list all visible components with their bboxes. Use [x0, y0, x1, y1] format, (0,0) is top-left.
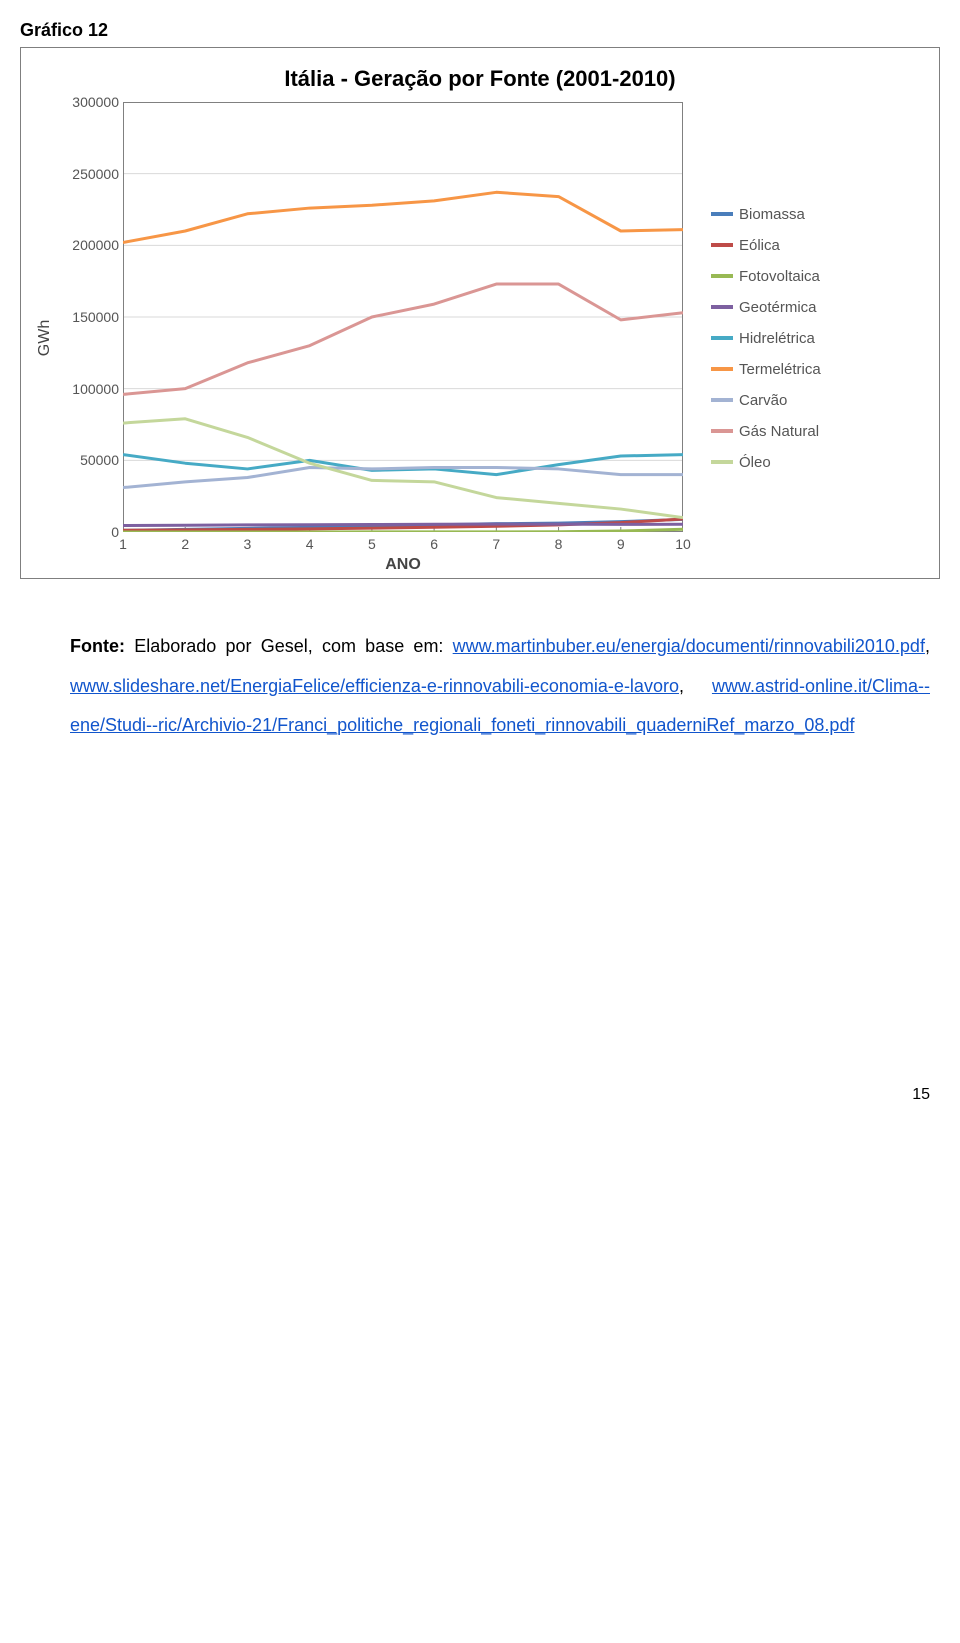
- y-ticks: 050000100000150000200000250000300000: [55, 102, 119, 532]
- legend-swatch: [711, 212, 733, 216]
- legend-swatch: [711, 336, 733, 340]
- y-tick-label: 250000: [72, 166, 119, 182]
- source-text: Elaborado por Gesel, com base em:: [134, 636, 443, 656]
- x-tick-label: 1: [119, 536, 127, 552]
- legend-swatch: [711, 398, 733, 402]
- chart-area: GWh 050000100000150000200000250000300000…: [27, 102, 933, 574]
- legend-label: Carvão: [739, 392, 787, 409]
- chart-title: Itália - Geração por Fonte (2001-2010): [27, 66, 933, 92]
- source-citation: Fonte: Elaborado por Gesel, com base em:…: [70, 627, 930, 746]
- legend-swatch: [711, 274, 733, 278]
- legend-swatch: [711, 429, 733, 433]
- legend-item: Gás Natural: [711, 423, 933, 440]
- plot-wrap: 050000100000150000200000250000300000: [123, 102, 683, 532]
- legend-item: Biomassa: [711, 206, 933, 223]
- source-lead: Fonte:: [70, 636, 125, 656]
- legend-item: Geotérmica: [711, 299, 933, 316]
- legend-swatch: [711, 305, 733, 309]
- legend-label: Biomassa: [739, 206, 805, 223]
- x-ticks: 12345678910: [123, 532, 683, 554]
- legend-item: Eólica: [711, 237, 933, 254]
- legend-item: Carvão: [711, 392, 933, 409]
- y-tick-label: 100000: [72, 381, 119, 397]
- legend-item: Óleo: [711, 454, 933, 471]
- x-tick-label: 8: [555, 536, 563, 552]
- legend-label: Geotérmica: [739, 299, 817, 316]
- y-tick-label: 50000: [80, 452, 119, 468]
- legend-label: Óleo: [739, 454, 771, 471]
- legend-label: Fotovoltaica: [739, 268, 820, 285]
- figure-heading: Gráfico 12: [20, 20, 940, 41]
- y-axis-label-wrap: GWh: [27, 102, 55, 574]
- legend-swatch: [711, 460, 733, 464]
- legend-item: Termelétrica: [711, 361, 933, 378]
- x-tick-label: 2: [181, 536, 189, 552]
- page-number: 15: [20, 1086, 930, 1104]
- x-tick-label: 5: [368, 536, 376, 552]
- y-axis-label: GWh: [36, 320, 54, 356]
- x-tick-label: 4: [306, 536, 314, 552]
- legend-item: Fotovoltaica: [711, 268, 933, 285]
- y-tick-label: 150000: [72, 309, 119, 325]
- legend-label: Eólica: [739, 237, 780, 254]
- legend-label: Gás Natural: [739, 423, 819, 440]
- line-chart-svg: [123, 102, 683, 532]
- plot-column: 050000100000150000200000250000300000 123…: [123, 102, 683, 574]
- x-tick-label: 10: [675, 536, 691, 552]
- chart-container: Itália - Geração por Fonte (2001-2010) G…: [20, 47, 940, 579]
- x-tick-label: 3: [244, 536, 252, 552]
- legend-swatch: [711, 243, 733, 247]
- x-axis-label: ANO: [123, 556, 683, 574]
- legend-item: Hidrelétrica: [711, 330, 933, 347]
- series-line: [123, 524, 683, 525]
- y-tick-label: 300000: [72, 94, 119, 110]
- source-link-2[interactable]: www.slideshare.net/EnergiaFelice/efficie…: [70, 676, 679, 696]
- sep: ,: [679, 676, 712, 696]
- y-tick-label: 0: [111, 524, 119, 540]
- y-tick-label: 200000: [72, 237, 119, 253]
- x-tick-label: 9: [617, 536, 625, 552]
- sep: ,: [925, 636, 930, 656]
- legend-label: Hidrelétrica: [739, 330, 815, 347]
- series-line: [123, 284, 683, 394]
- x-tick-label: 7: [492, 536, 500, 552]
- x-tick-label: 6: [430, 536, 438, 552]
- source-link-1[interactable]: www.martinbuber.eu/energia/documenti/rin…: [453, 636, 925, 656]
- series-line: [123, 192, 683, 242]
- legend-swatch: [711, 367, 733, 371]
- legend: Biomassa Eólica Fotovoltaica Geotérmica Hidr…: [683, 102, 933, 574]
- legend-label: Termelétrica: [739, 361, 821, 378]
